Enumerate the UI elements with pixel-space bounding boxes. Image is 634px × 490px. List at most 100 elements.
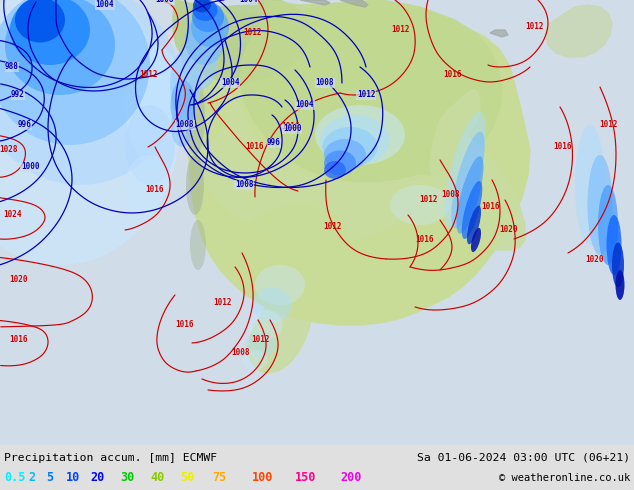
Text: 75: 75 (212, 471, 226, 485)
Polygon shape (430, 123, 525, 250)
Ellipse shape (255, 265, 305, 305)
Text: 1012: 1012 (251, 336, 269, 344)
Text: Precipitation accum. [mm] ECMWF: Precipitation accum. [mm] ECMWF (4, 453, 217, 463)
Text: 1008: 1008 (441, 191, 459, 199)
Ellipse shape (192, 2, 224, 32)
Text: 1008: 1008 (231, 348, 249, 357)
Ellipse shape (616, 270, 624, 300)
Ellipse shape (451, 132, 485, 228)
Text: 1012: 1012 (526, 23, 544, 31)
Polygon shape (240, 0, 502, 183)
Text: 1024: 1024 (3, 211, 22, 220)
Text: 5: 5 (46, 471, 53, 485)
Text: 40: 40 (150, 471, 164, 485)
Ellipse shape (190, 220, 206, 270)
Text: 1012: 1012 (323, 222, 341, 231)
Text: 1004: 1004 (239, 0, 257, 4)
Ellipse shape (471, 228, 481, 252)
Text: 1016: 1016 (481, 202, 499, 212)
Text: 1016: 1016 (443, 71, 462, 79)
Ellipse shape (467, 206, 481, 245)
Text: 1004: 1004 (295, 100, 314, 109)
Polygon shape (490, 30, 508, 37)
Polygon shape (248, 265, 312, 373)
Ellipse shape (598, 185, 618, 265)
Ellipse shape (320, 115, 390, 165)
Text: 10: 10 (66, 471, 81, 485)
Text: 1008: 1008 (156, 0, 174, 4)
Text: 1016: 1016 (281, 122, 299, 131)
Text: 1000: 1000 (21, 163, 39, 172)
Text: 100: 100 (252, 471, 273, 485)
Text: 1012: 1012 (213, 298, 231, 307)
Text: 50: 50 (180, 471, 194, 485)
Ellipse shape (444, 112, 486, 228)
Ellipse shape (612, 243, 624, 288)
Text: 2: 2 (28, 471, 35, 485)
Text: 1016: 1016 (246, 143, 264, 151)
Text: 1020: 1020 (586, 255, 604, 265)
Ellipse shape (588, 155, 612, 255)
Text: 996: 996 (18, 121, 32, 129)
Text: 1020: 1020 (9, 275, 27, 285)
Ellipse shape (185, 75, 205, 155)
Text: 1004: 1004 (221, 78, 239, 88)
Ellipse shape (323, 127, 377, 167)
Ellipse shape (186, 155, 204, 215)
Text: 1016: 1016 (9, 336, 27, 344)
Ellipse shape (191, 7, 229, 47)
Polygon shape (432, 90, 480, 153)
Polygon shape (238, 205, 348, 265)
Ellipse shape (247, 310, 283, 340)
Polygon shape (300, 0, 330, 5)
Ellipse shape (324, 161, 346, 179)
Polygon shape (173, 0, 310, 83)
Text: 1004: 1004 (96, 0, 114, 9)
Polygon shape (546, 5, 612, 57)
Text: 1016: 1016 (416, 236, 434, 245)
Text: 1020: 1020 (499, 225, 517, 234)
Polygon shape (175, 0, 530, 325)
Text: 1012: 1012 (418, 196, 437, 204)
Text: 1000: 1000 (283, 124, 301, 133)
Text: 1012: 1012 (357, 91, 375, 99)
Polygon shape (340, 0, 368, 7)
Ellipse shape (126, 155, 171, 215)
Ellipse shape (245, 332, 275, 357)
Ellipse shape (456, 156, 484, 234)
Ellipse shape (462, 181, 482, 239)
Ellipse shape (171, 107, 193, 147)
Text: 1012: 1012 (391, 25, 410, 34)
Ellipse shape (607, 215, 621, 275)
Ellipse shape (0, 0, 180, 265)
Ellipse shape (193, 0, 217, 21)
Ellipse shape (10, 0, 90, 65)
Text: 1012: 1012 (598, 121, 618, 129)
Text: 1008: 1008 (316, 78, 334, 88)
Text: 0.5: 0.5 (4, 471, 25, 485)
Ellipse shape (324, 139, 366, 171)
Ellipse shape (170, 50, 200, 120)
Ellipse shape (5, 0, 115, 95)
Text: 1016: 1016 (146, 186, 164, 195)
Ellipse shape (0, 0, 150, 145)
Ellipse shape (193, 0, 211, 13)
Text: 1012: 1012 (139, 71, 157, 79)
Ellipse shape (0, 0, 180, 185)
Text: 1008: 1008 (235, 180, 253, 190)
Polygon shape (188, 80, 432, 241)
Text: 1016: 1016 (553, 143, 571, 151)
Text: 1008: 1008 (176, 121, 194, 129)
Ellipse shape (575, 125, 605, 245)
Ellipse shape (15, 0, 65, 43)
Ellipse shape (125, 105, 175, 185)
Text: © weatheronline.co.uk: © weatheronline.co.uk (499, 473, 630, 483)
Ellipse shape (315, 105, 405, 165)
Ellipse shape (324, 150, 356, 175)
Text: Sa 01-06-2024 03:00 UTC (06+21): Sa 01-06-2024 03:00 UTC (06+21) (417, 453, 630, 463)
Ellipse shape (171, 80, 195, 130)
Text: 988: 988 (5, 63, 19, 72)
Text: 200: 200 (340, 471, 361, 485)
Ellipse shape (183, 30, 217, 90)
Ellipse shape (252, 288, 292, 322)
